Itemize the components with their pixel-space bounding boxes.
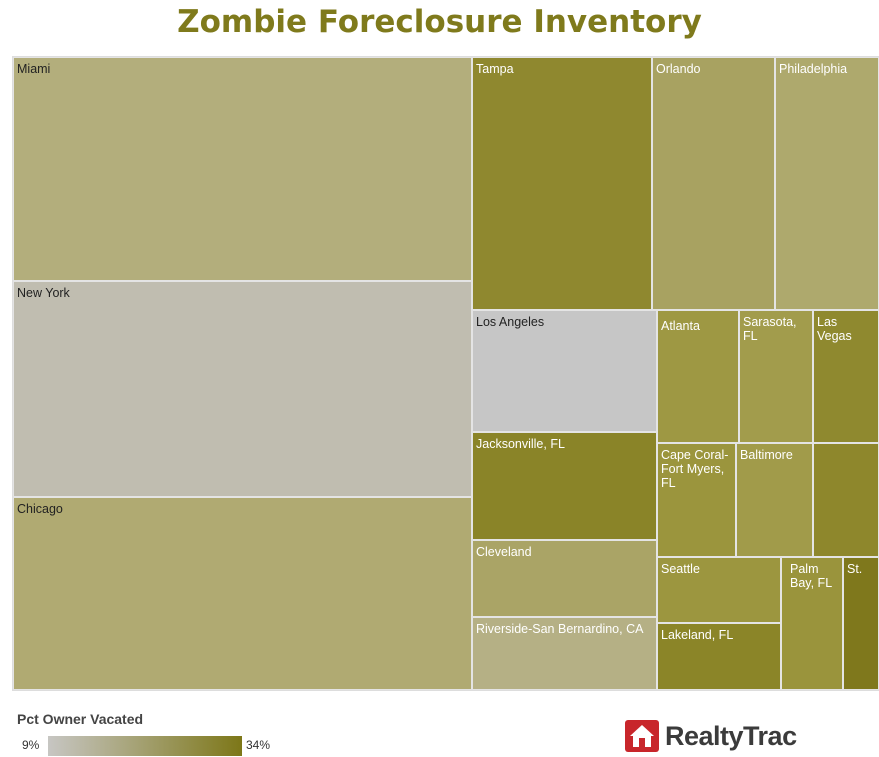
tile: St. xyxy=(843,557,879,690)
tile: Tampa xyxy=(472,57,652,310)
tile: Palm Bay, FL xyxy=(781,557,843,690)
tile: Baltimore xyxy=(736,443,813,557)
tile: Las Vegas xyxy=(813,310,879,443)
chart-title: Zombie Foreclosure Inventory xyxy=(177,4,702,40)
tile: Sarasota, FL xyxy=(739,310,813,443)
tile: Orlando xyxy=(652,57,775,310)
legend-min: 9% xyxy=(22,738,40,752)
treemap: Miami New York Chicago Tampa Orlando Phi… xyxy=(12,56,879,691)
tile: Los Angeles xyxy=(472,310,657,432)
tile: Riverside-San Bernardino, CA xyxy=(472,617,657,690)
tile: Philadelphia xyxy=(775,57,879,310)
tile: Atlanta xyxy=(657,310,739,443)
legend-title: Pct Owner Vacated xyxy=(17,711,144,727)
tile: Lakeland, FL xyxy=(657,623,781,690)
legend-gradient xyxy=(48,736,242,756)
tile: Chicago xyxy=(13,497,472,690)
logo-icon xyxy=(625,720,659,752)
logo-text: RealtyTrac xyxy=(665,720,797,751)
tile: Jacksonville, FL xyxy=(472,432,657,540)
tile xyxy=(813,443,879,557)
logo: RealtyTrac xyxy=(625,719,797,753)
tile: New York xyxy=(13,281,472,497)
tile: Cleveland xyxy=(472,540,657,617)
tile: Miami xyxy=(13,57,472,281)
tile: Seattle xyxy=(657,557,781,623)
legend-max: 34% xyxy=(246,738,271,752)
tile: Cape Coral-Fort Myers, FL xyxy=(657,443,736,557)
